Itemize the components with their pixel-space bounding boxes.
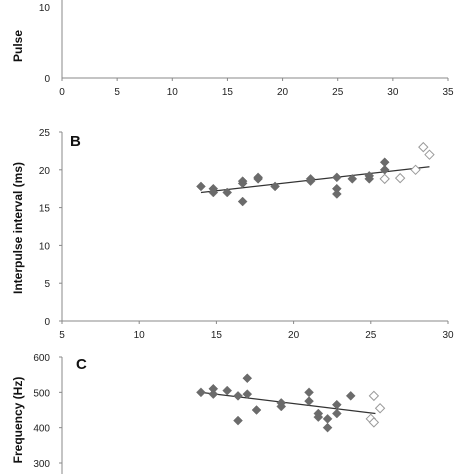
panel-c-data-point xyxy=(276,401,287,412)
panel-c-axes: 300 400 500 600 xyxy=(33,353,63,474)
panel-b-data-point xyxy=(364,170,375,181)
panel-b-data-point xyxy=(253,172,263,183)
panel-b-data-point-open xyxy=(424,149,435,160)
panel-b-data-point-open xyxy=(418,141,429,153)
panel-b-letter: B xyxy=(70,133,81,150)
panel-b-y-tick-label: 25 xyxy=(39,128,51,139)
panel-a-y-tick-label: 0 xyxy=(44,74,50,85)
panel-c-data-point xyxy=(242,389,253,399)
panel-c-data-point xyxy=(196,387,206,398)
panel-a-x-tick-label: 25 xyxy=(332,87,344,98)
panel-b-y-tick-label: 10 xyxy=(39,241,51,252)
panel-b-y-tick-label: 5 xyxy=(44,279,50,290)
panel-c-data-point xyxy=(313,412,324,422)
panel-b-y-tick-label: 0 xyxy=(44,317,50,328)
panel-c-y-tick-label: 600 xyxy=(33,353,50,364)
panel-c-data-point xyxy=(233,391,243,401)
panel-a: Pulse 0 5 10 15 20 25 30 35 0 10 xyxy=(11,0,454,98)
panel-a-x-tick-label: 0 xyxy=(59,87,65,98)
panel-c-data-point xyxy=(304,396,314,407)
panel-c: Frequency (Hz) C 300 400 500 600 xyxy=(11,353,386,474)
panel-a-x-tick-label: 5 xyxy=(114,87,120,98)
panel-b-y-tick-label: 20 xyxy=(39,166,51,177)
panel-a-x-tick-label: 10 xyxy=(167,87,179,98)
panel-b: Interpulse interval (ms) B 5 10 15 20 25 3005… xyxy=(11,128,454,341)
panel-b-x-tick-label: 10 xyxy=(134,330,146,341)
panel-c-data-point-open xyxy=(368,417,380,428)
panel-c-data-point xyxy=(322,413,333,424)
panel-c-data-point-open xyxy=(374,403,386,414)
panel-c-data-point xyxy=(251,405,262,415)
panel-b-marks xyxy=(196,141,435,207)
panel-c-data-point xyxy=(233,415,243,426)
panel-c-data-point xyxy=(322,422,333,433)
panel-b-data-point xyxy=(237,196,248,207)
panel-b-data-point xyxy=(196,181,206,192)
panel-b-data-point xyxy=(237,178,248,189)
panel-c-data-point xyxy=(208,389,219,399)
panel-c-data-point xyxy=(331,408,342,419)
panel-c-marks xyxy=(196,373,386,433)
panel-a-x-tick-label: 35 xyxy=(442,87,454,98)
panel-b-x-tick-label: 5 xyxy=(59,330,65,341)
panel-b-x-tick-label: 20 xyxy=(288,330,300,341)
panel-b-x-tick-label: 30 xyxy=(442,330,454,341)
panel-c-data-point xyxy=(222,385,233,396)
panel-c-data-point-open xyxy=(368,390,380,402)
panel-a-y-tick-label: 10 xyxy=(39,3,51,14)
panel-c-data-point xyxy=(304,387,314,398)
panel-b-data-point-open xyxy=(410,164,421,176)
panel-b-x-tick-label: 25 xyxy=(365,330,377,341)
panel-c-data-point xyxy=(345,391,356,401)
panel-b-trendline xyxy=(200,166,430,194)
panel-b-x-tick-label: 15 xyxy=(211,330,223,341)
panel-b-data-point xyxy=(305,174,316,184)
panel-a-y-axis-label: Pulse xyxy=(11,30,25,62)
panel-b-data-point-open xyxy=(394,172,406,184)
panel-b-data-point xyxy=(331,172,342,183)
panel-c-y-tick-label: 400 xyxy=(33,424,50,435)
panel-c-y-tick-label: 300 xyxy=(33,459,50,470)
panel-b-y-axis-label: Interpulse interval (ms) xyxy=(11,162,25,294)
panel-b-data-point xyxy=(208,187,219,198)
panel-b-data-point xyxy=(270,181,280,192)
panel-b-data-point xyxy=(379,164,390,175)
panel-a-x-tick-label: 15 xyxy=(222,87,234,98)
panel-c-y-tick-label: 500 xyxy=(33,388,50,399)
panel-b-data-point xyxy=(331,189,342,199)
panel-b-data-point xyxy=(222,187,233,198)
panel-b-data-point-open xyxy=(379,173,390,185)
panel-c-y-axis-label: Frequency (Hz) xyxy=(11,377,25,464)
panel-a-axes: 0 5 10 15 20 25 30 35 0 10 xyxy=(39,0,454,98)
panel-b-y-tick-label: 15 xyxy=(39,204,51,215)
panel-b-data-point xyxy=(347,174,358,184)
panel-a-x-tick-label: 30 xyxy=(387,87,399,98)
panel-a-x-tick-label: 20 xyxy=(277,87,289,98)
panel-c-trendline xyxy=(200,391,376,415)
panel-c-letter: C xyxy=(76,356,87,373)
panel-c-data-point xyxy=(242,373,253,384)
